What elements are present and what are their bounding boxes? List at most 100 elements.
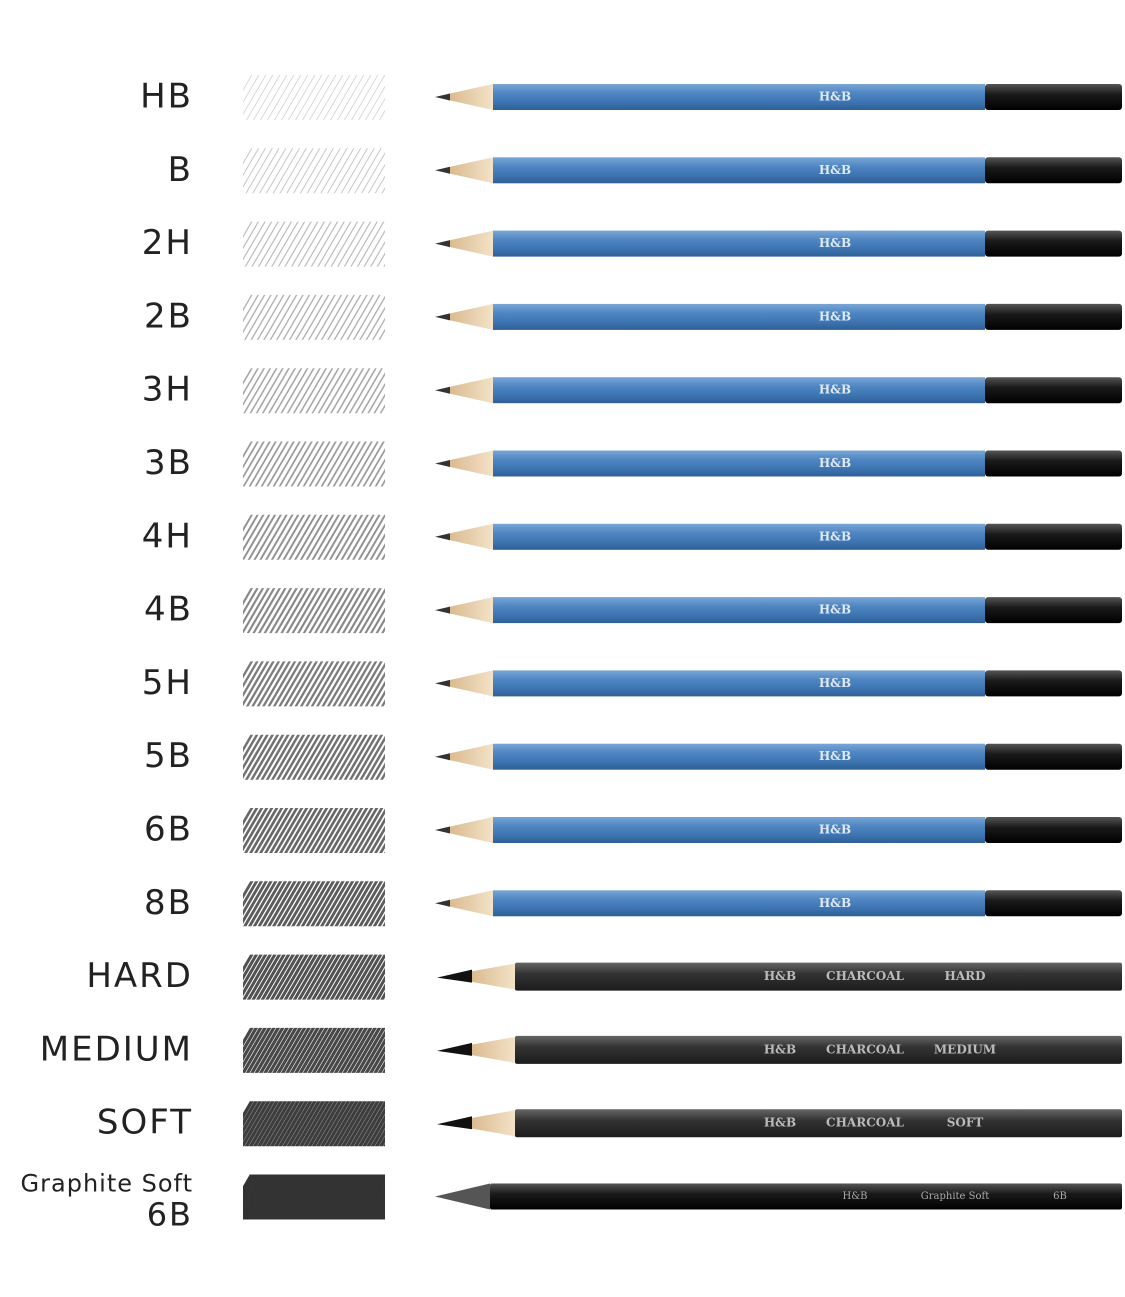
pencil-wood: [448, 890, 493, 917]
hatch-stroke: [254, 1027, 285, 1073]
hatch-stroke: [243, 1174, 266, 1214]
pencil-imprint: 6B: [1053, 1191, 1067, 1202]
hatch-stroke: [321, 661, 351, 707]
pencil: H&B CHARCOAL SOFT: [437, 1109, 1122, 1138]
hatch-stroke: [245, 148, 273, 194]
pencil-imprint: CHARCOAL: [826, 969, 904, 983]
hatch-stroke: [314, 808, 344, 853]
hatch-stroke: [266, 441, 295, 487]
hatch-stroke: [359, 735, 385, 780]
swatch: [243, 513, 421, 561]
hatch-stroke: [283, 1174, 314, 1220]
pencil-end: [985, 597, 1122, 624]
hatch-stroke: [333, 734, 363, 780]
hatch-stroke: [282, 1101, 313, 1147]
hatch-stroke: [267, 1027, 298, 1073]
hatch-stroke: [361, 152, 385, 194]
hatch-stroke: [257, 1101, 288, 1147]
hatch-stroke: [263, 1027, 294, 1073]
hatch-stroke: [270, 734, 301, 780]
hatch-stroke: [243, 294, 253, 312]
hatch-stroke: [363, 229, 385, 267]
hatch-stroke: [317, 221, 345, 267]
hatch-stroke: [330, 221, 359, 267]
row: 3H H&B: [142, 368, 1122, 414]
hatch-stroke: [320, 1027, 351, 1073]
hatch-stroke: [362, 1107, 385, 1147]
pencil-wood: [448, 230, 493, 257]
hatch-stroke: [280, 1027, 311, 1073]
hatch-stroke: [243, 881, 273, 927]
hatch-stroke: [243, 514, 253, 532]
pencil-end: [985, 377, 1122, 404]
hatch-stroke: [391, 953, 419, 1001]
hatch-stroke: [260, 75, 288, 120]
pencil-imprint: H&B: [819, 90, 851, 104]
hatch-stroke: [259, 514, 288, 560]
hatch-stroke: [319, 1174, 350, 1220]
hatch-stroke: [279, 954, 309, 1000]
hatch-stroke: [359, 295, 385, 340]
grade-label: 3B: [144, 443, 193, 483]
hatch-stroke: [291, 734, 321, 780]
hatch-stroke: [304, 221, 332, 267]
hatch-stroke: [265, 734, 295, 780]
hatch-stroke: [375, 616, 385, 634]
pencil-wood: [448, 377, 493, 404]
hatch-stroke: [393, 513, 421, 561]
hatch-stroke: [379, 1210, 385, 1220]
hatch-stroke: [328, 1101, 359, 1147]
pencil: H&B CHARCOAL MEDIUM: [437, 1035, 1122, 1064]
hatch-stroke: [274, 1101, 305, 1147]
hatch-stroke: [337, 221, 365, 267]
pencil-wood: [448, 303, 493, 330]
row: 5H H&B: [142, 661, 1122, 707]
hatch-stroke: [331, 1174, 362, 1220]
pencil: H&B: [435, 817, 1122, 843]
hatch-stroke: [243, 1101, 271, 1147]
hatch-stroke: [243, 75, 260, 103]
hatch-stroke: [361, 372, 385, 414]
hatch-stroke: [368, 1045, 385, 1073]
pencil-end: [985, 523, 1122, 550]
hatch-stroke: [255, 734, 285, 780]
grade-label: HARD: [86, 956, 193, 996]
hatch-stroke: [265, 954, 295, 1000]
pencil-end: [985, 84, 1122, 110]
pencil: H&B: [435, 890, 1122, 917]
hatch-stroke: [351, 75, 379, 120]
hatch-stroke: [393, 73, 421, 121]
hatch-stroke: [243, 954, 254, 973]
pencil: H&B: [435, 597, 1122, 624]
grade-label: MEDIUM: [40, 1029, 193, 1069]
hatch-stroke: [319, 588, 349, 634]
hatch-stroke: [243, 1101, 254, 1120]
hatch-stroke: [307, 294, 336, 340]
hatch-stroke: [269, 294, 298, 340]
hatch-stroke: [381, 187, 385, 194]
row: HARD H&B CHARCOAL HARD: [86, 953, 1122, 1001]
hatch-stroke: [323, 75, 351, 120]
hatch-stroke: [305, 881, 336, 927]
hatch-stroke: [386, 733, 414, 781]
hatch-stroke: [302, 588, 332, 634]
hatch-stroke: [322, 734, 353, 780]
pencil-wood: [470, 1036, 515, 1063]
hatch-stroke: [343, 734, 373, 780]
hatch-stroke: [371, 317, 385, 340]
hatch-stroke: [243, 148, 260, 177]
hatch-stroke: [265, 1101, 296, 1147]
hatch-stroke: [355, 1174, 385, 1220]
hatch-stroke: [286, 148, 314, 194]
hatch-stroke: [287, 1174, 318, 1220]
hatch-stroke: [243, 221, 253, 238]
hatch-stroke: [319, 881, 350, 927]
pencil: H&B: [435, 670, 1122, 697]
hatch-stroke: [299, 661, 329, 707]
hatch-stroke: [369, 753, 385, 780]
hatch-stroke: [243, 954, 263, 989]
hatch-stroke: [275, 294, 304, 340]
pencil-lead: [437, 1042, 472, 1056]
hatch-stroke: [243, 881, 254, 900]
